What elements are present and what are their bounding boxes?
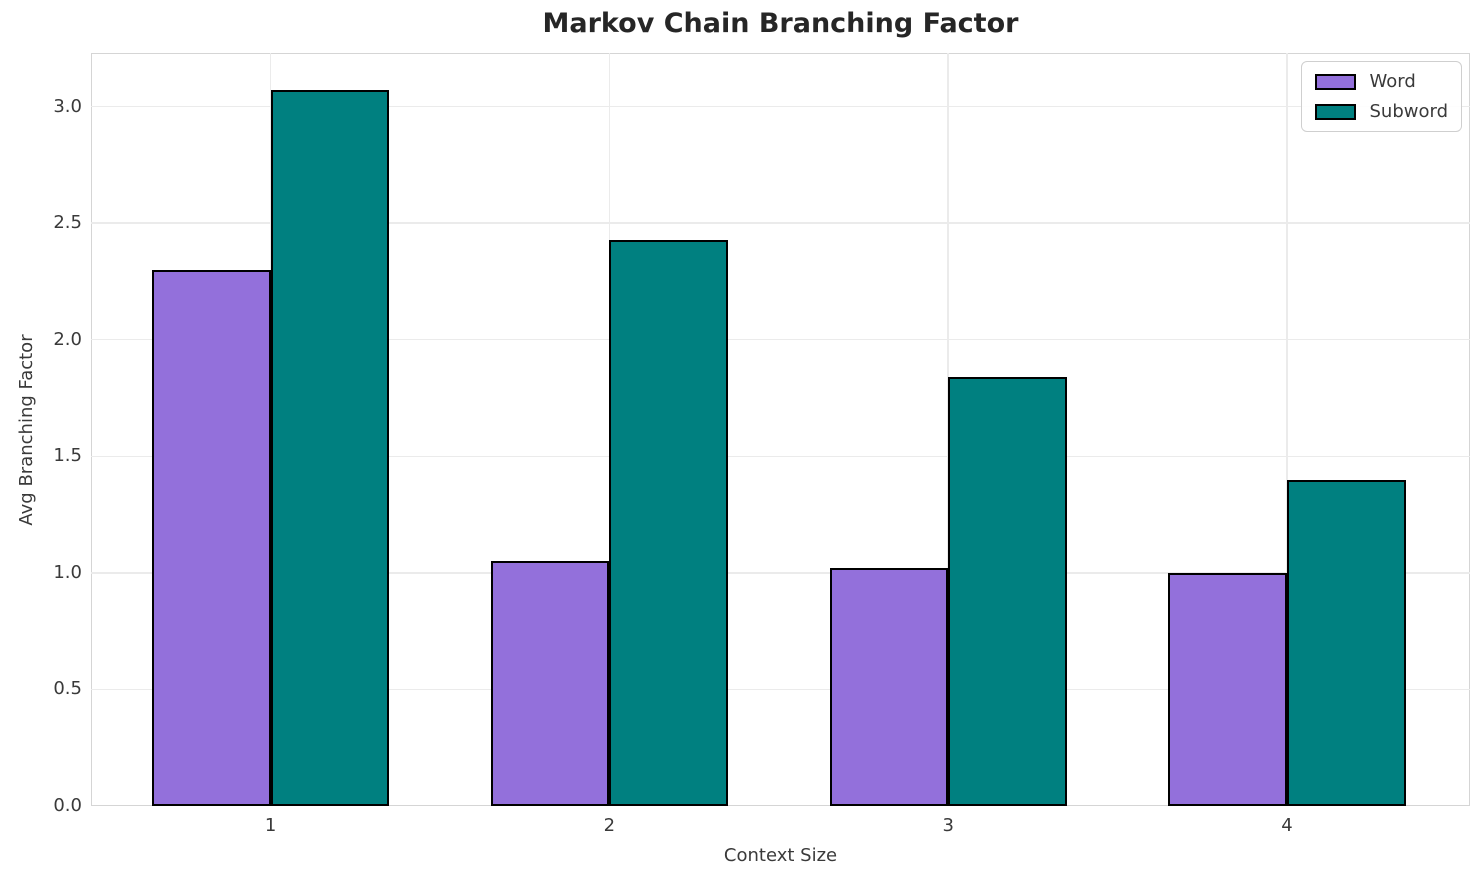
x-tick-2: 2 [603, 815, 616, 836]
bar-subword-4 [1287, 479, 1406, 806]
y-tick-1.0: 1.0 [53, 561, 82, 583]
x-tick-3: 3 [942, 815, 954, 836]
bar-subword-1 [270, 90, 390, 806]
y-tick-2.0: 2.0 [53, 328, 82, 350]
bar-word-3 [829, 568, 949, 806]
gridline-y-2.0 [91, 338, 1470, 341]
gridline-y-0.5 [91, 688, 1470, 691]
plot-area: Word Subword [91, 53, 1470, 806]
bar-word-1 [151, 269, 271, 806]
y-tick-3.0: 3.0 [53, 95, 82, 117]
legend-item-subword: Subword [1315, 101, 1448, 122]
bar-subword-3 [948, 377, 1067, 806]
legend-label-subword: Subword [1369, 101, 1448, 122]
y-tick-1.5: 1.5 [53, 445, 82, 467]
gridline-y-3.0 [91, 105, 1470, 108]
legend: Word Subword [1301, 61, 1462, 132]
bar-subword-2 [609, 239, 728, 806]
chart-title: Markov Chain Branching Factor [542, 8, 1019, 39]
gridline-y-2.5 [91, 222, 1470, 224]
legend-label-word: Word [1369, 71, 1416, 92]
bar-word-4 [1168, 572, 1288, 806]
y-tick-0.0: 0.0 [53, 795, 82, 816]
x-axis-label: Context Size [723, 845, 838, 866]
x-tick-1: 1 [264, 815, 277, 836]
gridline-y-1.5 [91, 455, 1470, 458]
legend-item-word: Word [1315, 71, 1448, 92]
legend-swatch-subword [1315, 103, 1357, 120]
legend-swatch-word [1315, 73, 1357, 90]
gridline-x-4 [1286, 53, 1288, 806]
x-tick-4: 4 [1281, 815, 1293, 836]
y-tick-2.5: 2.5 [53, 212, 82, 234]
y-axis-label: Avg Branching Factor [16, 334, 37, 526]
bar-word-2 [490, 561, 610, 806]
gridline-y-1.0 [91, 572, 1470, 574]
y-tick-0.5: 0.5 [53, 678, 82, 700]
